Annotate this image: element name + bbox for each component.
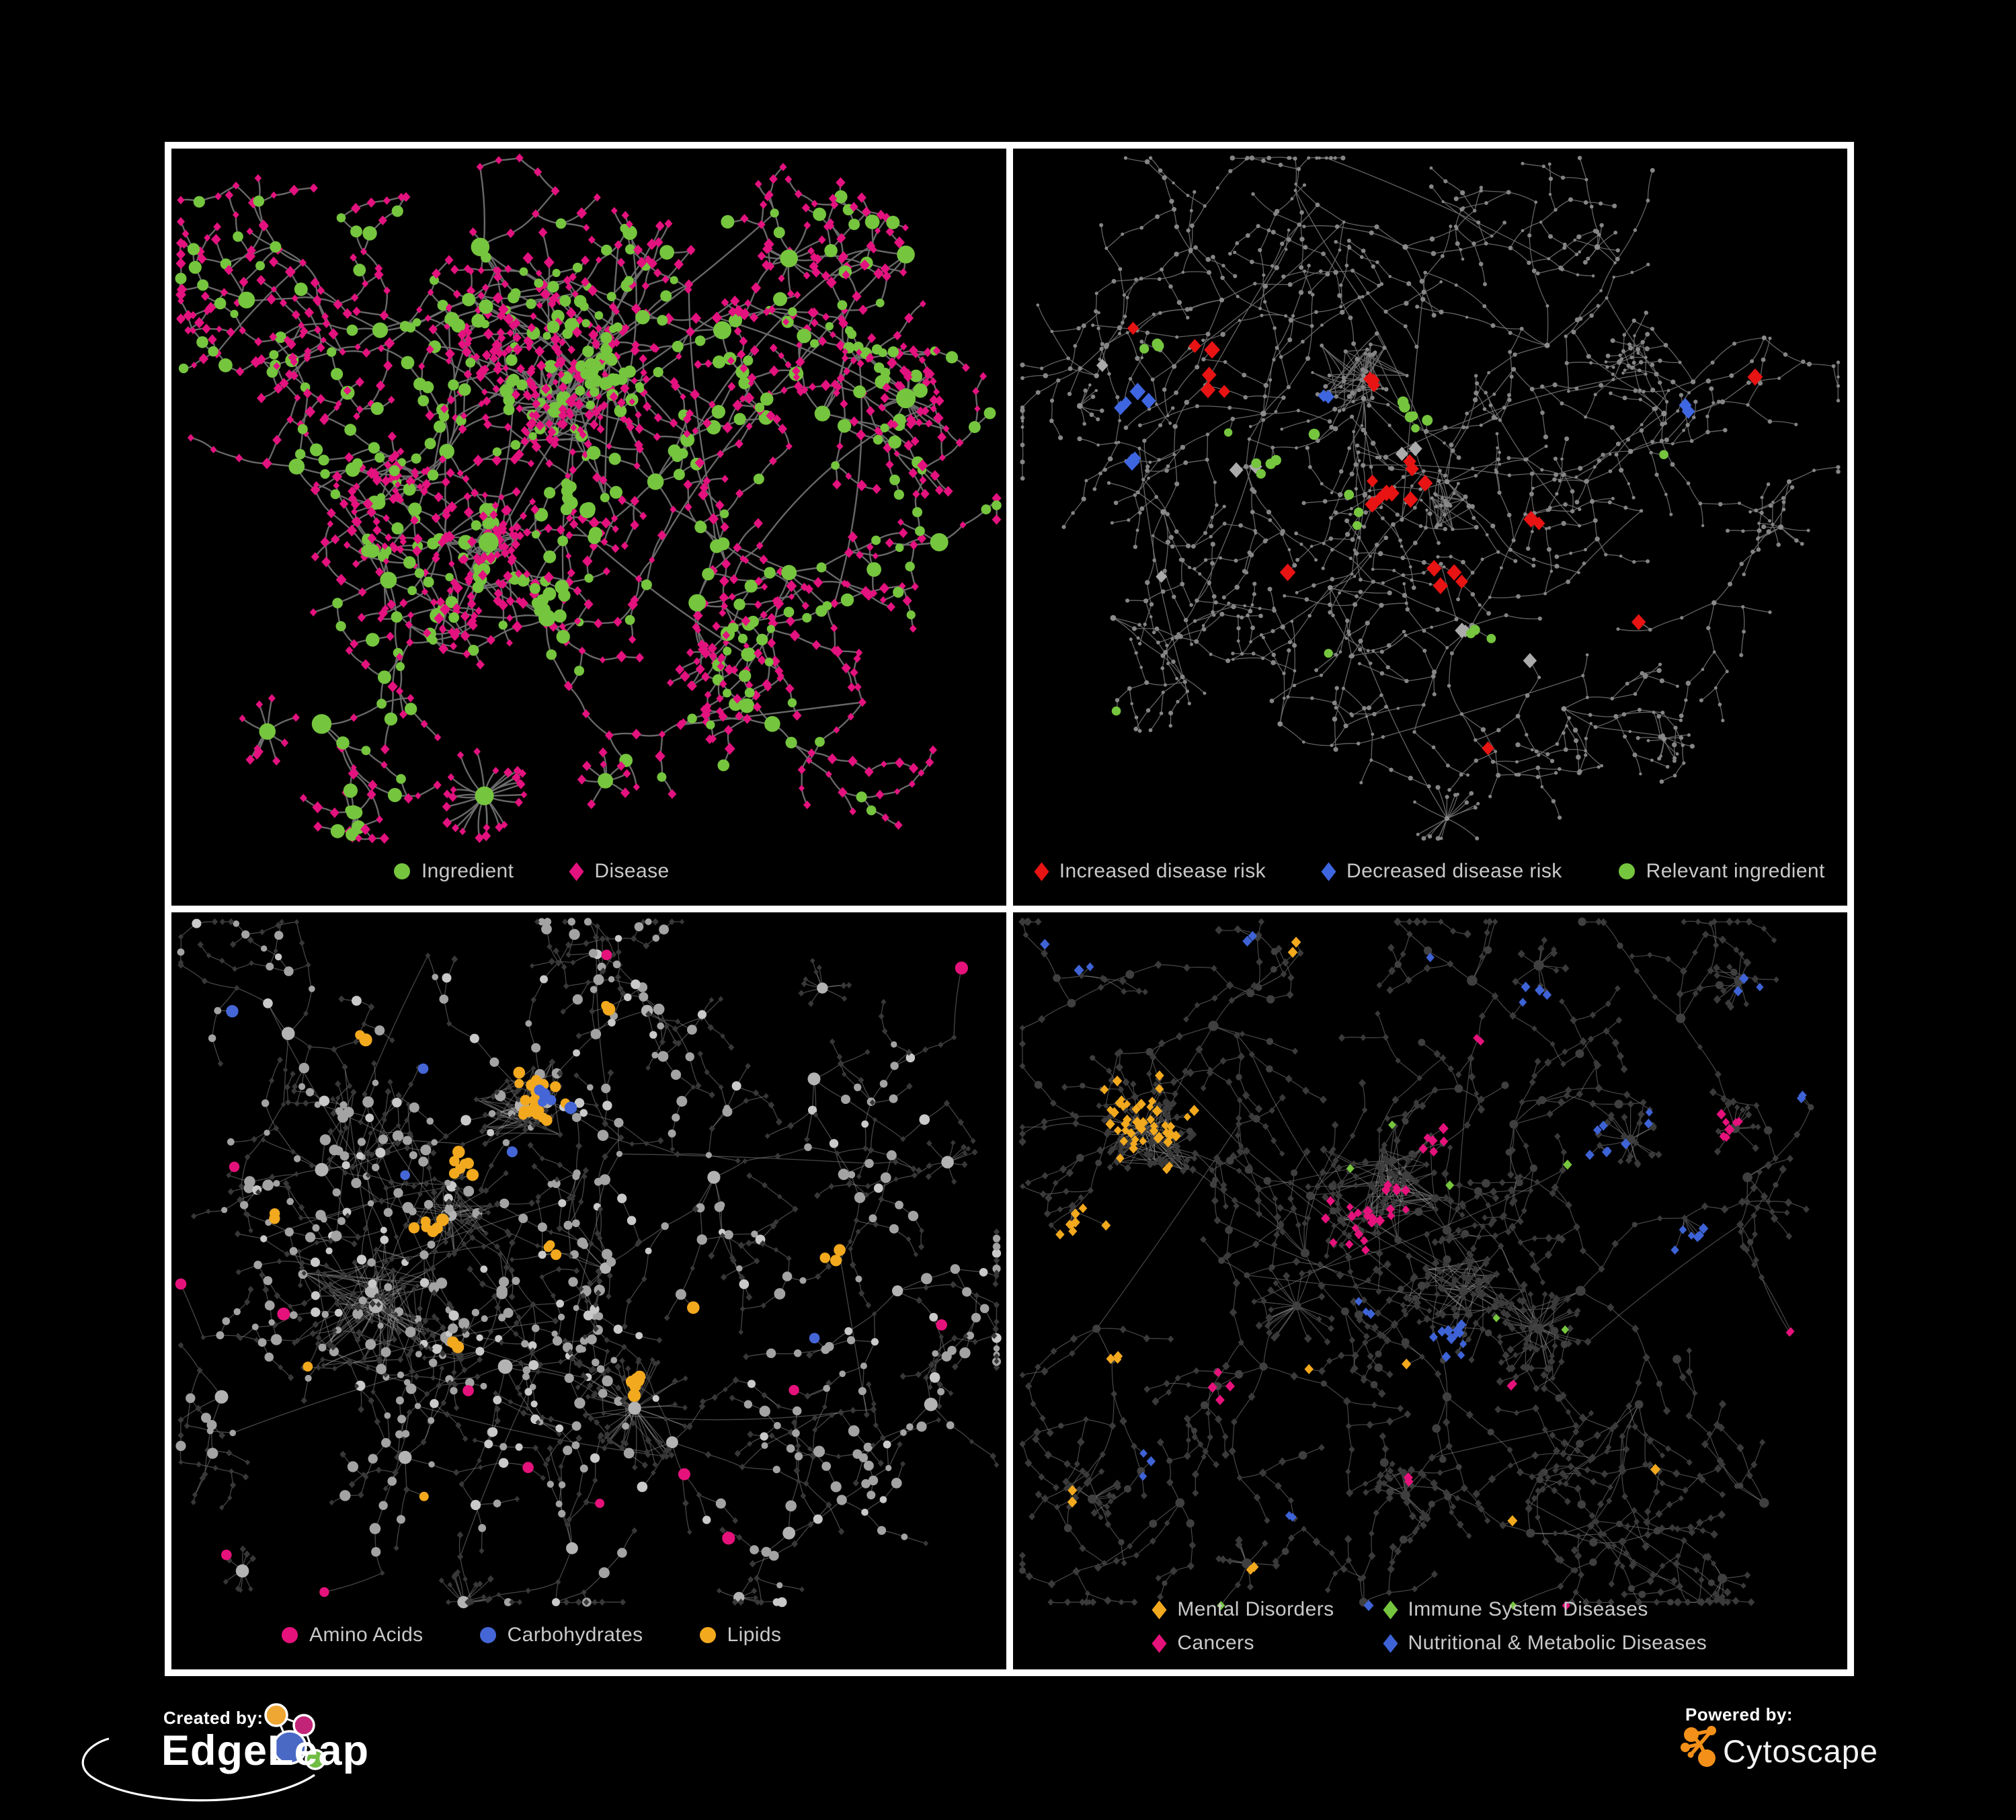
legend-item-increased-risk: Increased disease risk bbox=[1034, 860, 1266, 883]
legend-item-decreased-risk: Decreased disease risk bbox=[1321, 860, 1562, 883]
legend-item-lipids: Lipids bbox=[699, 1624, 782, 1647]
legend-label: Increased disease risk bbox=[1059, 860, 1266, 882]
legend-label: Amino Acids bbox=[309, 1624, 424, 1646]
legend-item-immune-system-diseases: Immune System Diseases bbox=[1382, 1598, 1707, 1621]
created-by-label: Created by: bbox=[163, 1708, 264, 1728]
powered-by-label: Powered by: bbox=[1685, 1704, 1793, 1725]
decreased-risk-diamond-icon bbox=[1321, 862, 1336, 881]
cancers-diamond-icon bbox=[1152, 1634, 1167, 1653]
legend-label: Cancers bbox=[1177, 1632, 1254, 1654]
panel-ingredient-classes: Amino Acids Carbohydrates Lipids bbox=[171, 912, 1006, 1669]
cytoscape-logo-icon bbox=[1681, 1726, 1716, 1767]
legend-disease-classes: Mental Disorders Immune System Diseases … bbox=[1013, 1598, 1848, 1655]
legend-label: Carbohydrates bbox=[507, 1624, 643, 1646]
increased-risk-diamond-icon bbox=[1034, 862, 1049, 881]
legend-label: Mental Disorders bbox=[1177, 1598, 1334, 1620]
legend-disease-risk: Increased disease risk Decreased disease… bbox=[1013, 860, 1848, 883]
legend-item-cancers: Cancers bbox=[1152, 1632, 1334, 1655]
relevant-ingredient-circle-icon bbox=[1618, 863, 1635, 879]
network-canvas-ingredient-classes bbox=[175, 918, 1002, 1609]
network-canvas-disease-risk bbox=[1019, 155, 1841, 841]
legend-item-nutritional-metabolic-diseases: Nutritional & Metabolic Diseases bbox=[1382, 1632, 1707, 1655]
legend-label: Relevant ingredient bbox=[1646, 860, 1825, 882]
panel-disease-classes: Mental Disorders Immune System Diseases … bbox=[1012, 912, 1848, 1669]
nutritional-metabolic-diamond-icon bbox=[1382, 1634, 1398, 1653]
legend-item-disease: Disease bbox=[569, 860, 670, 883]
legend-item-mental-disorders: Mental Disorders bbox=[1152, 1598, 1334, 1621]
panel-disease-risk: Increased disease risk Decreased disease… bbox=[1012, 149, 1848, 906]
immune-system-diamond-icon bbox=[1382, 1600, 1398, 1619]
legend-label: Lipids bbox=[727, 1624, 782, 1646]
carbohydrates-circle-icon bbox=[479, 1627, 496, 1643]
legend-label: Decreased disease risk bbox=[1346, 860, 1562, 882]
mental-disorders-diamond-icon bbox=[1152, 1600, 1167, 1619]
network-canvas-disease-classes bbox=[1018, 917, 1814, 1612]
edgeleap-logo-icon bbox=[81, 1703, 326, 1802]
legend-item-ingredient: Ingredient bbox=[393, 860, 514, 883]
legend-item-amino-acids: Amino Acids bbox=[282, 1624, 423, 1647]
legend-label: Disease bbox=[594, 860, 670, 882]
legend-ingredient-classes: Amino Acids Carbohydrates Lipids bbox=[171, 1624, 949, 1647]
lipids-circle-icon bbox=[699, 1627, 716, 1643]
legend-ingredient-disease: Ingredient Disease bbox=[171, 860, 949, 883]
network-canvas-ingredient-disease bbox=[175, 153, 1002, 844]
legend-label: Ingredient bbox=[421, 860, 514, 882]
edgeleap-brand: EdgeLeap bbox=[161, 1727, 370, 1774]
panel-grid-frame: Ingredient Disease Increased disease ris… bbox=[165, 142, 1854, 1676]
cytoscape-brand: Cytoscape bbox=[1723, 1733, 1879, 1769]
legend-item-carbohydrates: Carbohydrates bbox=[479, 1624, 643, 1647]
disease-diamond-icon bbox=[569, 862, 584, 881]
legend-label: Immune System Diseases bbox=[1408, 1598, 1648, 1620]
panel-ingredient-disease: Ingredient Disease bbox=[171, 149, 1006, 906]
legend-item-relevant-ingredient: Relevant ingredient bbox=[1618, 860, 1825, 883]
ingredient-circle-icon bbox=[393, 863, 410, 879]
legend-label: Nutritional & Metabolic Diseases bbox=[1408, 1632, 1707, 1654]
amino-acids-circle-icon bbox=[282, 1627, 298, 1643]
